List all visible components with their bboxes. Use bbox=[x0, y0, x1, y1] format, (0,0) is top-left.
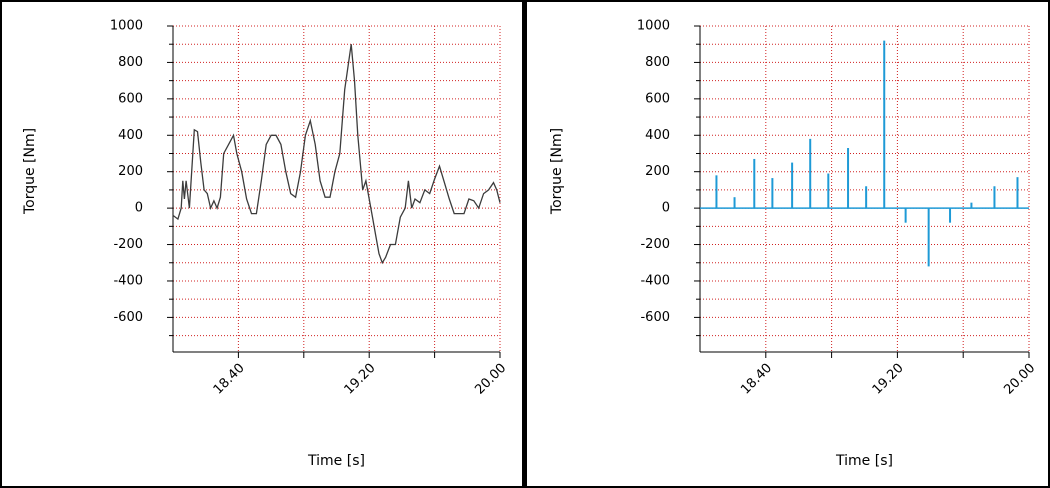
y-tick-label: -600 bbox=[640, 310, 670, 325]
y-tick-label: 600 bbox=[118, 91, 143, 106]
y-tick-label: 200 bbox=[645, 164, 670, 179]
y-tick-label: -600 bbox=[113, 310, 143, 325]
y-tick-label: 800 bbox=[645, 55, 670, 70]
y-tick-label: 400 bbox=[118, 128, 143, 143]
y-tick-label: 1000 bbox=[110, 19, 143, 34]
y-tick-label: -400 bbox=[640, 273, 670, 288]
x-axis-label: Time [s] bbox=[835, 453, 893, 469]
y-axis-label: Torque [Nm] bbox=[22, 128, 38, 215]
y-axis-label: Torque [Nm] bbox=[549, 128, 565, 215]
y-tick-label: 600 bbox=[645, 91, 670, 106]
panel bbox=[2, 2, 522, 486]
y-tick-label: 1000 bbox=[637, 19, 670, 34]
y-tick-label: -400 bbox=[113, 273, 143, 288]
y-tick-label: 0 bbox=[135, 201, 143, 216]
data-line bbox=[172, 44, 501, 265]
y-tick-label: -200 bbox=[113, 237, 143, 252]
panel bbox=[527, 2, 1048, 486]
y-tick-label: -200 bbox=[640, 237, 670, 252]
x-axis-label: Time [s] bbox=[307, 453, 365, 469]
y-tick-label: 400 bbox=[645, 128, 670, 143]
y-tick-label: 200 bbox=[118, 164, 143, 179]
y-tick-label: 0 bbox=[662, 201, 670, 216]
y-tick-label: 800 bbox=[118, 55, 143, 70]
